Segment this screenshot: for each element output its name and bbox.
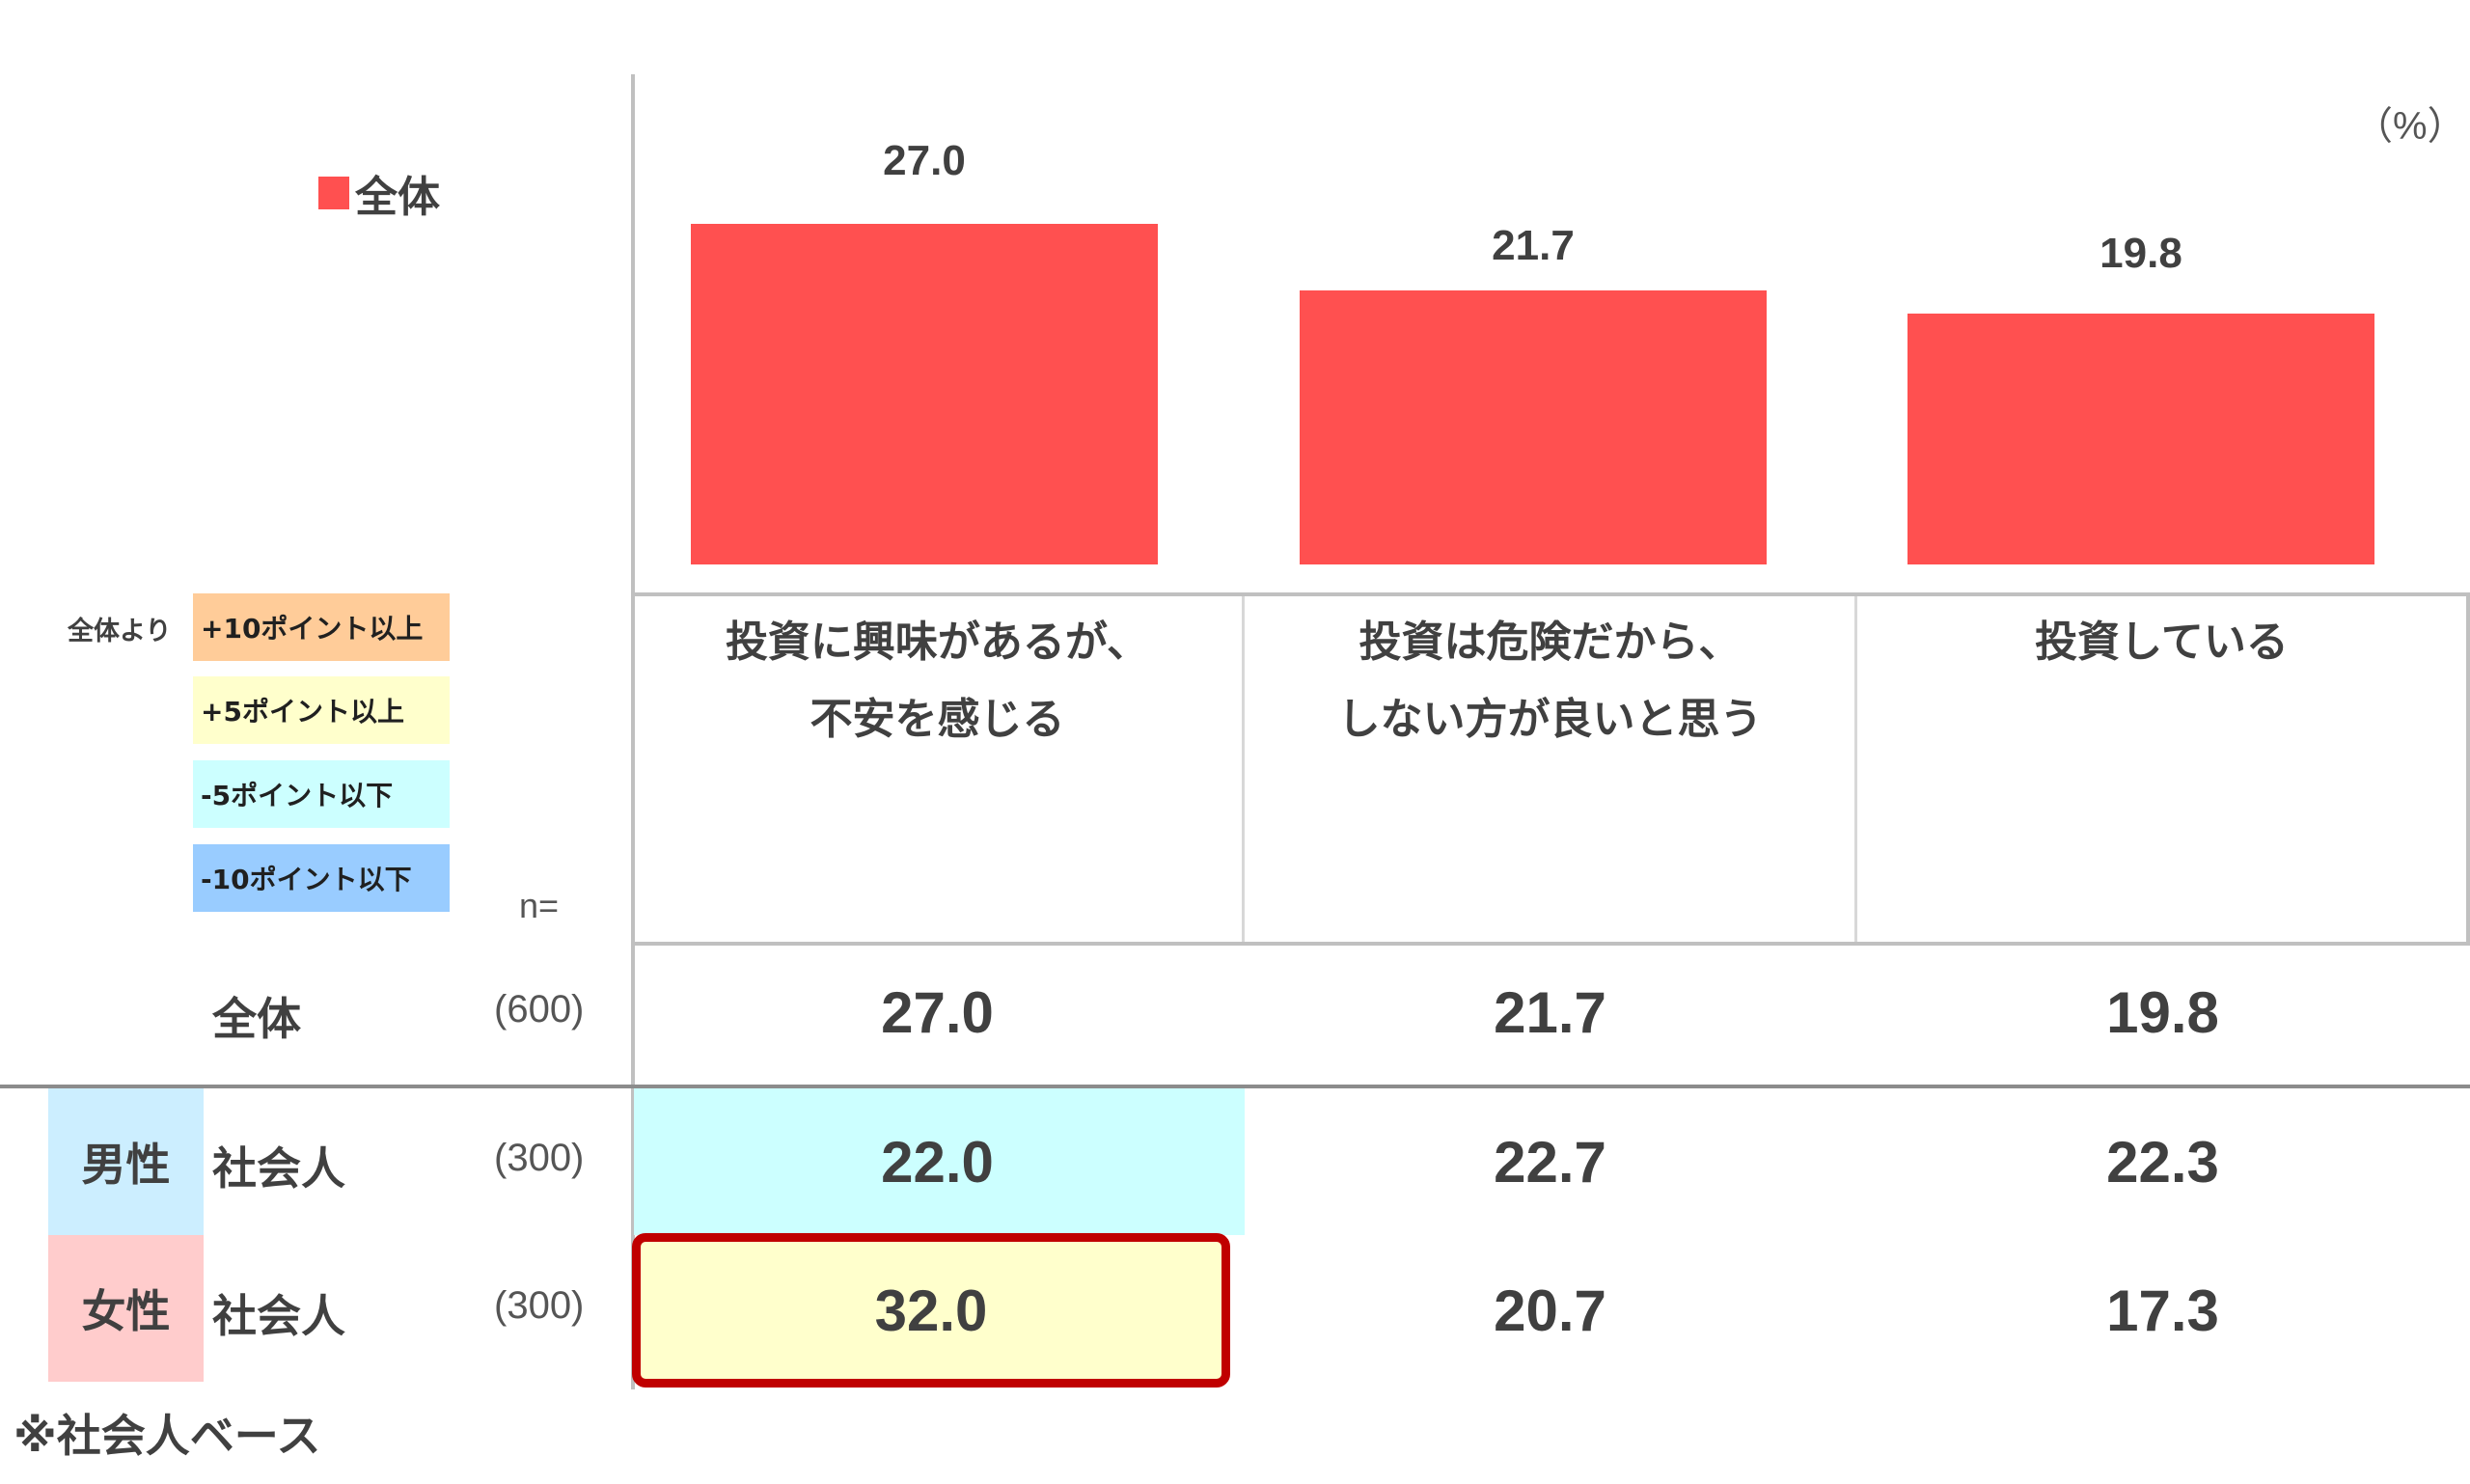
cell-value: 22.7 — [1494, 1130, 1606, 1195]
gender-label-male: 男性 — [48, 1088, 204, 1235]
legend-swatch — [318, 177, 349, 209]
row-n: (300) — [494, 1284, 585, 1327]
bar-col-3 — [1907, 314, 2374, 564]
cell-value: 27.0 — [881, 980, 994, 1045]
row-label: 社会人 — [212, 1290, 345, 1342]
gender-label-female: 女性 — [48, 1235, 204, 1382]
cell-value: 22.3 — [2106, 1130, 2219, 1195]
cell-value: 32.0 — [874, 1278, 988, 1343]
cell-value: 22.0 — [881, 1130, 994, 1195]
row-n: (600) — [494, 988, 585, 1031]
key-minus10: -10ポイント以下 — [193, 844, 450, 912]
key-plus10: +10ポイント以上 — [193, 593, 450, 661]
total-row-divider — [0, 1085, 2470, 1088]
key-minus5: -5ポイント以下 — [193, 760, 450, 828]
bar-col-2 — [1300, 290, 1767, 564]
bar-value-2: 21.7 — [1492, 222, 1575, 269]
highlight-box — [632, 1233, 1230, 1388]
column-separator — [1854, 596, 1857, 942]
legend-label: 全体 — [355, 173, 440, 222]
column-header-1-line2: 不安を感じる — [810, 695, 1065, 744]
chart-legend: 全体 — [318, 162, 440, 224]
column-separator — [1242, 596, 1245, 942]
bar-value-3: 19.8 — [2100, 230, 2182, 277]
column-header-3: 投資している — [1857, 596, 2466, 942]
column-header-1-line1: 投資に興味があるが、 — [725, 618, 1150, 667]
column-header-2-line2: しない方が良いと思う — [1337, 695, 1763, 744]
row-label: 全体 — [212, 993, 301, 1045]
column-header-3-line1: 投資している — [2035, 618, 2289, 667]
cell-value: 21.7 — [1494, 980, 1606, 1045]
key-plus5: +5ポイント以上 — [193, 676, 450, 744]
column-header-1: 投資に興味があるが、 不安を感じる — [632, 596, 1243, 942]
column-header-box: 投資に興味があるが、 不安を感じる 投資は危険だから、 しない方が良いと思う 投… — [632, 592, 2470, 946]
row-label: 社会人 — [212, 1142, 345, 1195]
bar-col-1 — [691, 224, 1158, 564]
cell-value: 20.7 — [1494, 1278, 1606, 1343]
cell-highlight-minus5 — [634, 1088, 1245, 1235]
column-header-2: 投資は危険だから、 しない方が良いと思う — [1245, 596, 1855, 942]
row-n: (300) — [494, 1137, 585, 1179]
n-label: n= — [519, 886, 560, 925]
cell-value: 17.3 — [2106, 1278, 2219, 1343]
unit-label: （%） — [2354, 105, 2466, 148]
left-divider-line — [631, 74, 635, 1389]
column-header-2-line1: 投資は危険だから、 — [1358, 618, 1742, 667]
footnote: ※社会人ベース — [14, 1410, 321, 1462]
color-key-title: 全体より — [68, 617, 172, 646]
bar-value-1: 27.0 — [883, 137, 966, 184]
cell-value: 19.8 — [2106, 980, 2219, 1045]
